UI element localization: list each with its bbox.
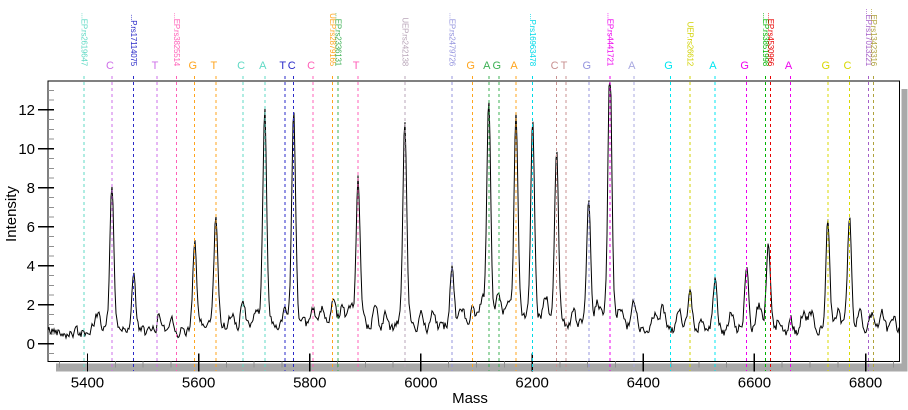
x-tick-label: 5600: [182, 375, 215, 392]
allele-letter: T: [353, 60, 360, 72]
y-tick-label: 8: [27, 180, 35, 197]
x-tick-label: 6400: [627, 375, 660, 392]
assay-label: ...EP.rs3851998: [761, 13, 770, 67]
allele-letter: A: [510, 60, 518, 72]
assay-label: UEP.rs242138: [400, 17, 409, 66]
allele-letter: A: [709, 60, 717, 72]
allele-letter: G: [583, 60, 592, 72]
x-tick-label: 6600: [738, 375, 771, 392]
assay-label: ...EP.rs4441721: [605, 13, 614, 67]
allele-letter: C: [551, 60, 559, 72]
allele-letter: A: [628, 60, 636, 72]
plot-shadow: [56, 89, 908, 372]
x-axis: 5400 5600 5800 6000 6200 6400 6600 6800: [59, 353, 894, 392]
allele-letter: C: [106, 60, 114, 72]
y-tick-label: 6: [27, 219, 35, 236]
y-tick-label: 10: [18, 141, 35, 158]
x-tick-label: 6000: [404, 375, 437, 392]
marker-annotations: ...EP.rs2619647 C ...P.rs17114075 T ...EP.rs…: [80, 8, 878, 72]
assay-label: ...EP.rs13423316: [869, 8, 878, 66]
allele-letter: A: [259, 60, 267, 72]
x-tick-label: 6200: [515, 375, 548, 392]
assay-label: ...P.rs16963478: [528, 14, 537, 67]
y-tick-label: 2: [27, 297, 35, 314]
allele-letter: G: [822, 60, 831, 72]
y-axis-title: Intensity: [3, 186, 20, 242]
allele-letter: T: [279, 60, 286, 72]
x-tick-label: 5400: [71, 375, 104, 392]
assay-label: ...EP.rs2336131: [334, 13, 343, 67]
allele-letter: A: [483, 60, 491, 72]
spectrum-trace: [47, 81, 900, 340]
allele-letter: C: [288, 60, 296, 72]
allele-letter: T: [561, 60, 568, 72]
allele-letter: C: [844, 60, 852, 72]
assay-label: ...EP.rs4530966: [766, 13, 775, 67]
assay-label: ...EP.rs17013221: [864, 8, 873, 66]
allele-letter: G: [664, 60, 673, 72]
x-tick-label: 5800: [293, 375, 326, 392]
assay-label: ...EP.rs2479726: [448, 13, 457, 67]
assay-label: ...P.rs17114075: [129, 14, 138, 67]
y-tick-label: 12: [18, 102, 35, 119]
allele-letter: G: [466, 60, 475, 72]
allele-letter: G: [740, 60, 749, 72]
allele-letter: G: [492, 60, 501, 72]
marker-lines: [83, 76, 874, 371]
x-tick-label: 6800: [849, 375, 882, 392]
assay-label: ...EP.rs2619647: [80, 13, 89, 67]
y-tick-label: 4: [27, 258, 35, 275]
assay-label: UEP.rs26612: [685, 22, 694, 67]
allele-letter: G: [188, 60, 197, 72]
allele-letter: C: [307, 60, 315, 72]
y-tick-label: 0: [27, 336, 35, 353]
assay-label: ...EP.rs3825514: [172, 13, 181, 67]
allele-letter: A: [785, 60, 793, 72]
x-axis-title: Mass: [452, 390, 488, 407]
plot-frame: [47, 80, 900, 362]
allele-letter: T: [152, 60, 159, 72]
allele-letter: T: [210, 60, 217, 72]
assay-label: UEP.rs2879165: [328, 13, 337, 67]
allele-letter: C: [237, 60, 245, 72]
y-axis: 0 2 4 6 8 10 12: [18, 89, 54, 355]
